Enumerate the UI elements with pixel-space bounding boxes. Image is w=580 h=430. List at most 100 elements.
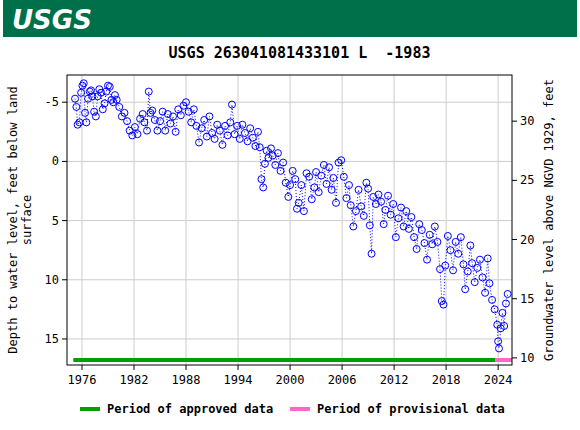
y-tick [62, 279, 67, 280]
y-tick-label: 0 [52, 154, 59, 168]
data-point [411, 234, 418, 241]
data-point [366, 222, 373, 229]
data-point [440, 301, 447, 308]
data-point [76, 119, 83, 126]
data-point [295, 199, 302, 206]
data-point [501, 322, 508, 329]
y2-tick-label: 30 [520, 114, 534, 128]
data-point [474, 264, 481, 271]
data-point [471, 279, 478, 286]
x-tick [394, 365, 395, 370]
data-point [313, 169, 320, 176]
data-point [405, 225, 412, 232]
data-point [224, 132, 231, 139]
data-point [360, 212, 367, 219]
chart: USGSUSGS 263041081433101 L -198319761982… [0, 0, 580, 430]
data-point [144, 127, 151, 134]
data-point [227, 119, 234, 126]
data-point [495, 338, 502, 345]
x-tick-label: 2000 [276, 373, 305, 387]
data-point [254, 128, 261, 135]
data-point [249, 134, 256, 141]
data-point [219, 141, 226, 148]
data-point [170, 113, 177, 120]
x-tick-label: 1994 [224, 373, 253, 387]
data-point [149, 107, 156, 114]
data-point [450, 267, 457, 274]
logo: USGS [12, 5, 92, 35]
data-point [113, 96, 120, 103]
data-point [260, 184, 267, 191]
x-grid [81, 75, 82, 365]
data-point [206, 113, 213, 120]
data-point [489, 296, 496, 303]
x-tick [446, 365, 447, 370]
data-point [162, 127, 169, 134]
chart-root: USGSUSGS 263041081433101 L -198319761982… [0, 0, 580, 430]
data-point [72, 95, 79, 102]
y-grid [67, 102, 512, 103]
data-point [350, 223, 357, 230]
x-tick [498, 365, 499, 370]
data-point [147, 109, 154, 116]
data-point [486, 280, 493, 287]
data-point [482, 289, 489, 296]
data-point [239, 121, 246, 128]
data-point [457, 234, 464, 241]
data-point [495, 345, 502, 352]
data-point [236, 135, 243, 142]
y-grid [67, 220, 512, 221]
data-point [368, 250, 375, 257]
data-point [378, 198, 385, 205]
data-point [318, 172, 325, 179]
x-tick [342, 365, 343, 370]
data-point [308, 196, 315, 203]
x-tick [81, 365, 82, 370]
data-point [347, 202, 354, 209]
y2-tick-label: 25 [520, 173, 534, 187]
data-point [326, 164, 333, 171]
y-tick-label: 10 [45, 273, 59, 287]
y-axis-label: surface [20, 195, 34, 246]
data-point [82, 109, 89, 116]
data-point [418, 227, 425, 234]
data-point [300, 208, 307, 215]
data-point [106, 83, 113, 90]
data-point [83, 119, 90, 126]
y-axis-label: Depth to water level, feet below land [6, 86, 20, 353]
data-point [211, 135, 218, 142]
data-point [101, 100, 108, 107]
data-point [222, 122, 229, 129]
data-point [258, 176, 265, 183]
data-point [460, 261, 467, 268]
data-point [355, 186, 362, 193]
data-point [455, 250, 462, 257]
plot-area [67, 75, 512, 365]
data-point [403, 208, 410, 215]
y-tick-label: 15 [45, 332, 59, 346]
data-point [358, 203, 365, 210]
data-point [172, 128, 179, 135]
data-point [145, 88, 152, 95]
header-band [3, 0, 577, 37]
data-point [285, 193, 292, 200]
data-point [228, 101, 235, 108]
data-point [315, 189, 322, 196]
y2-tick [512, 180, 517, 181]
data-point [437, 266, 444, 273]
data-point [267, 145, 274, 152]
title: USGS 263041081433101 L -1983 [169, 44, 431, 62]
x-tick-label: 2018 [432, 373, 461, 387]
data-point [442, 262, 449, 269]
data-point [424, 256, 431, 263]
data-point [247, 125, 254, 132]
y-tick [62, 338, 67, 339]
data-point [447, 247, 454, 254]
data-point [413, 246, 420, 253]
data-point [141, 119, 148, 126]
data-point [287, 182, 294, 189]
x-tick-label: 2012 [380, 373, 409, 387]
data-point [177, 112, 184, 119]
legend-swatch [80, 407, 100, 411]
plot-frame [67, 75, 512, 365]
